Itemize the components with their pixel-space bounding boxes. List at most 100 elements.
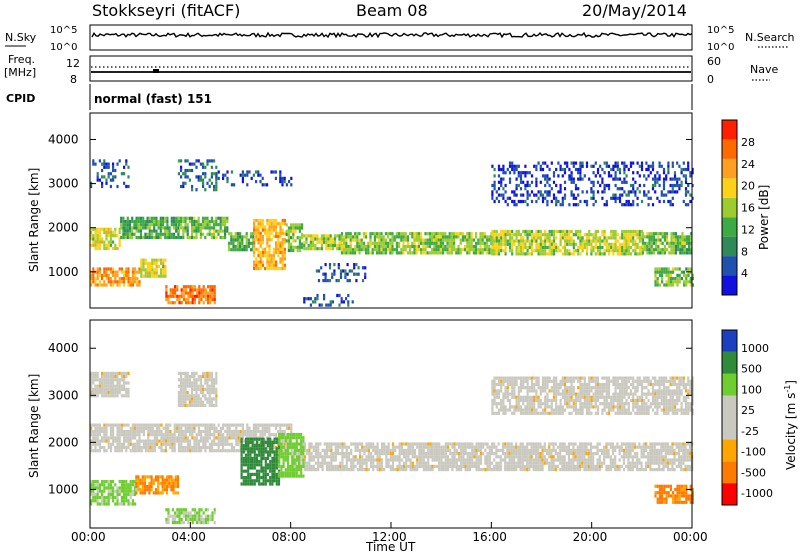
velocity-cell: [688, 455, 692, 459]
power-cell: [118, 267, 121, 271]
velocity-cell: [521, 448, 524, 452]
power-cell: [340, 300, 343, 304]
power-cell: [656, 283, 659, 287]
velocity-cell: [112, 439, 115, 443]
velocity-cell: [103, 381, 106, 385]
power-cell: [623, 242, 626, 246]
velocity-cell: [398, 442, 401, 446]
velocity-cell: [211, 426, 214, 430]
velocity-cell: [336, 445, 340, 449]
velocity-cell: [142, 445, 145, 450]
power-cell: [329, 247, 332, 251]
power-cell: [422, 248, 425, 252]
power-cell: [647, 174, 650, 178]
velocity-cell: [101, 426, 104, 430]
power-cell: [428, 241, 431, 245]
power-cell: [524, 233, 527, 237]
power-cell: [621, 233, 624, 237]
power-cell: [207, 285, 210, 289]
velocity-cell: [561, 468, 564, 472]
power-cell: [570, 174, 573, 178]
velocity-cell: [453, 442, 456, 446]
power-cell: [114, 243, 117, 247]
power-cell: [174, 285, 177, 289]
velocity-cell: [508, 468, 511, 472]
power-cell: [596, 236, 600, 240]
velocity-cell: [189, 426, 192, 430]
velocity-cell: [497, 448, 500, 452]
velocity-cell: [334, 458, 337, 462]
power-cell: [535, 239, 538, 243]
power-cell: [678, 164, 681, 168]
power-cell: [524, 164, 527, 168]
velocity-cell: [341, 464, 344, 468]
power-cell: [151, 261, 154, 265]
power-cell: [316, 247, 319, 251]
velocity-cell: [622, 442, 626, 446]
power-cell: [148, 229, 151, 233]
power-colorbar-segment: [722, 275, 737, 295]
velocity-cell: [268, 433, 271, 437]
power-cell: [191, 216, 194, 220]
velocity-cell: [186, 375, 189, 379]
velocity-cell: [394, 445, 397, 449]
power-cell: [577, 203, 580, 207]
velocity-cell: [567, 461, 571, 465]
velocity-cell: [103, 384, 106, 388]
velocity-cell: [675, 464, 678, 468]
power-cell: [101, 227, 104, 231]
velocity-cell: [147, 445, 150, 450]
velocity-cell: [118, 391, 121, 395]
velocity-cell: [413, 464, 417, 468]
velocity-cell: [339, 442, 342, 446]
velocity-cell: [147, 436, 150, 440]
velocity-cell: [160, 433, 163, 437]
power-cell: [442, 238, 445, 242]
power-cell: [658, 183, 661, 188]
power-cell: [530, 242, 534, 246]
velocity-cell: [367, 455, 370, 459]
power-cell: [519, 242, 523, 246]
velocity-cell: [96, 394, 99, 398]
velocity-cell: [380, 445, 384, 449]
velocity-cell: [539, 464, 542, 468]
power-cell: [296, 236, 299, 240]
power-cell: [139, 216, 143, 220]
velocity-cell: [629, 452, 632, 456]
power-cell: [294, 223, 297, 227]
power-cell: [517, 183, 520, 188]
power-cell: [561, 167, 564, 172]
velocity-cell: [134, 436, 137, 440]
velocity-cell: [193, 423, 196, 427]
velocity-cell: [274, 423, 277, 427]
power-cell: [148, 232, 151, 236]
power-cell: [109, 178, 112, 182]
velocity-cell: [182, 423, 185, 427]
velocity-cell: [112, 381, 115, 385]
power-cell: [676, 183, 679, 188]
power-cell: [193, 162, 196, 166]
velocity-cell: [424, 468, 428, 472]
power-cell: [629, 236, 633, 240]
power-cell: [681, 241, 684, 245]
power-cell: [195, 223, 198, 227]
velocity-cell: [530, 455, 533, 459]
power-cell: [500, 183, 503, 188]
power-cell: [362, 241, 365, 245]
velocity-cell: [367, 468, 370, 472]
velocity-cell: [446, 464, 450, 468]
power-cell: [497, 164, 501, 168]
power-cell: [279, 260, 282, 264]
power-cell: [428, 244, 431, 249]
velocity-cell: [317, 464, 320, 468]
velocity-cell: [576, 458, 579, 462]
velocity-cell: [158, 439, 161, 443]
power-cell: [544, 190, 547, 194]
velocity-cell: [416, 442, 419, 446]
velocity-cell: [578, 442, 582, 446]
power-cell: [136, 270, 139, 274]
velocity-cell: [303, 442, 307, 446]
velocity-cell: [479, 448, 483, 452]
velocity-cell: [669, 452, 672, 456]
power-cell: [493, 174, 496, 178]
